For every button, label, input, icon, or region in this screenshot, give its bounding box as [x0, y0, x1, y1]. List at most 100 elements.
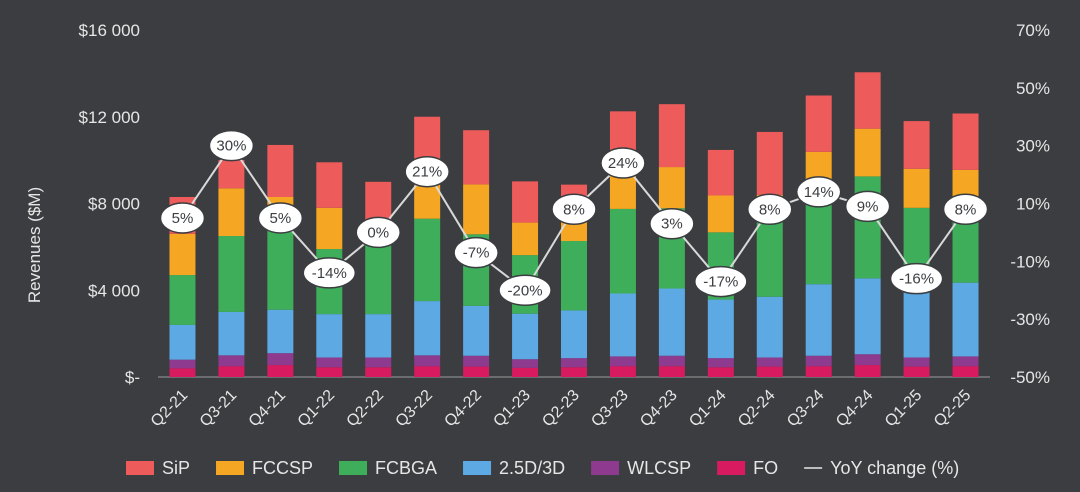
x-axis-ticks: Q2-21 Q3-21 Q4-21 Q1-22 Q2-22 Q3-22 Q4-22 Q1-23… — [148, 387, 975, 431]
yoy-label: 9% — [857, 198, 879, 215]
y2-tick-label: 30% — [1016, 137, 1050, 156]
bar-segment-fo — [365, 367, 392, 377]
yoy-marker — [355, 216, 401, 249]
y2-tick-label: 10% — [1016, 195, 1050, 214]
legend-item: 2.5D/3D — [463, 458, 565, 478]
yoy-label: 3% — [661, 216, 683, 233]
bar-segment-sip — [512, 181, 539, 223]
bar-segment-2-5d-3d — [267, 309, 294, 354]
bar-segment-fo — [658, 366, 685, 377]
bar-segment-wlcsp — [512, 359, 539, 368]
bar-segment-fccsp — [658, 167, 685, 209]
bar-stack — [903, 121, 930, 377]
x-tick-label: Q2-22 — [344, 387, 388, 431]
bar-segment-fccsp — [512, 222, 539, 256]
yoy-label: 24% — [608, 155, 638, 172]
yoy-marker — [208, 129, 255, 162]
bar-stack — [952, 113, 979, 377]
y-axis-label: Revenues ($M) — [25, 187, 44, 303]
x-tick-label: Q2-24 — [735, 387, 779, 431]
bar-segment-sip — [658, 104, 685, 168]
bar-segment-2-5d-3d — [658, 288, 685, 356]
legend-item: YoY change (%) — [804, 458, 959, 478]
x-tick-label: Q4-22 — [441, 387, 485, 431]
bar-segment-fcbga — [414, 218, 441, 302]
bar-segment-2-5d-3d — [903, 285, 930, 358]
legend-swatch — [339, 461, 368, 475]
bar-stack — [805, 95, 832, 377]
bar-segment-wlcsp — [854, 354, 881, 366]
bar-segment-fccsp — [169, 233, 196, 276]
yoy-label: 8% — [563, 201, 585, 218]
yoy-label: 5% — [172, 210, 194, 227]
yoy-marker — [498, 274, 552, 306]
yoy-label: 14% — [804, 184, 834, 201]
x-tick-label: Q3-24 — [784, 387, 828, 431]
bar-segment-2-5d-3d — [561, 310, 587, 359]
yoy-label: -7% — [463, 245, 490, 262]
bar-segment-fo — [707, 367, 734, 377]
bar-segment-2-5d-3d — [463, 305, 490, 356]
bar-segment-fccsp — [463, 184, 490, 235]
bar-segment-2-5d-3d — [854, 278, 881, 355]
bar-segment-fcbga — [169, 275, 196, 325]
bar-segment-fo — [952, 366, 979, 377]
bar-segment-2-5d-3d — [414, 301, 441, 356]
bar-segment-wlcsp — [805, 355, 832, 367]
legend-swatch — [463, 461, 492, 475]
bar-segment-wlcsp — [707, 358, 734, 368]
legend-label: FCBGA — [375, 458, 437, 478]
yoy-line-group: 5% 30% 5% -14% 0% 21% -7% -20% 8% 24% 3% -17% 8% 14% 9… — [159, 129, 989, 306]
legend-swatch — [216, 461, 245, 475]
legend: SiP FCCSP FCBGA 2.5D/3D WLCSP FO YoY change (%… — [126, 458, 959, 478]
bar-segment-fcbga — [365, 240, 392, 315]
bar-segment-fo — [854, 365, 881, 377]
yoy-marker — [694, 265, 748, 298]
yoy-label: 5% — [270, 210, 292, 227]
x-tick-label: Q2-21 — [148, 387, 192, 431]
yoy-marker — [302, 257, 357, 289]
yoy-marker — [889, 262, 944, 295]
bar-segment-wlcsp — [365, 357, 392, 368]
bar-segment-2-5d-3d — [707, 299, 734, 359]
bar-stack — [267, 144, 294, 377]
bar-stack — [414, 116, 441, 377]
bar-stack — [365, 181, 392, 377]
legend-item: WLCSP — [591, 458, 691, 478]
yoy-label: 30% — [216, 138, 246, 155]
yoy-marker — [600, 147, 646, 179]
yoy-marker — [747, 193, 793, 226]
bar-segment-fo — [561, 367, 587, 377]
legend-label: 2.5D/3D — [499, 458, 565, 478]
yoy-label: -16% — [899, 271, 934, 288]
bar-segment-fo — [267, 365, 294, 377]
bar-segment-fo — [316, 367, 343, 377]
bar-segment-2-5d-3d — [805, 284, 832, 356]
x-tick-label: Q1-23 — [490, 387, 534, 431]
legend-item: FO — [717, 458, 778, 478]
bar-segment-fccsp — [854, 128, 881, 177]
bar-segment-sip — [903, 121, 930, 169]
yoy-marker — [551, 193, 597, 226]
yoy-marker — [649, 207, 695, 240]
x-tick-label: Q2-23 — [539, 387, 583, 431]
bar-segment-fo — [169, 368, 196, 377]
yoy-marker — [159, 202, 206, 234]
bar-stack — [218, 160, 245, 377]
yoy-label: -20% — [508, 282, 543, 299]
bar-stack — [707, 149, 734, 377]
x-tick-label: Q4-24 — [833, 387, 877, 431]
bar-segment-2-5d-3d — [609, 293, 636, 357]
legend-swatch — [591, 461, 620, 475]
x-tick-label: Q3-21 — [197, 387, 241, 431]
yoy-label: -14% — [312, 265, 347, 282]
yoy-marker — [795, 176, 842, 208]
y2-tick-label: -50% — [1010, 368, 1050, 387]
bar-segment-fo — [756, 366, 783, 377]
bar-segment-fcbga — [561, 241, 587, 311]
bar-segment-2-5d-3d — [365, 314, 392, 358]
bar-segment-wlcsp — [561, 358, 587, 368]
x-tick-label: Q2-25 — [931, 387, 975, 431]
bar-segment-sip — [463, 130, 490, 185]
bar-segment-2-5d-3d — [169, 324, 196, 360]
